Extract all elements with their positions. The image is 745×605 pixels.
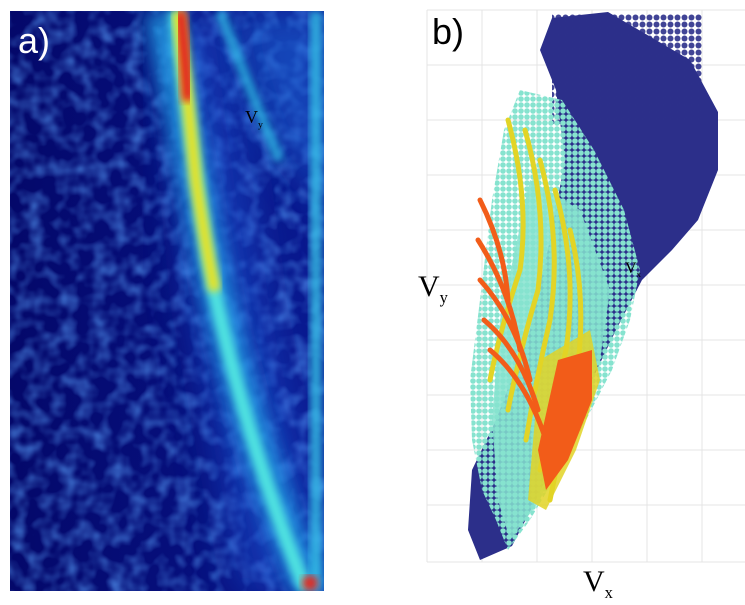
vx-main: V: [583, 565, 605, 598]
heatmap-panel: a) Vy: [10, 11, 330, 591]
vx-sub: x: [604, 583, 613, 602]
heatmap-image: [10, 11, 330, 591]
vx-inner-main: V: [625, 260, 637, 277]
panel-a-label: a): [18, 20, 51, 61]
vy-sub: y: [439, 288, 448, 307]
vy-main: V: [418, 270, 440, 303]
vy-main: V: [245, 107, 258, 127]
orange-core: [538, 350, 592, 490]
panel-b-inner-vx-label: Vx: [625, 260, 641, 279]
scatter-panel: b) Vy Vx Vx: [380, 0, 745, 603]
panel-b-vy-label: Vy: [418, 270, 448, 308]
scatter-plot: [426, 9, 745, 563]
orange-point-trails: [475, 197, 549, 443]
panel-b-label: b): [432, 11, 465, 52]
panel-a-vy-label: Vy: [245, 107, 263, 131]
vy-sub: y: [258, 119, 263, 131]
vx-inner-sub: x: [636, 269, 641, 280]
panel-b-vx-label: Vx: [583, 565, 613, 603]
